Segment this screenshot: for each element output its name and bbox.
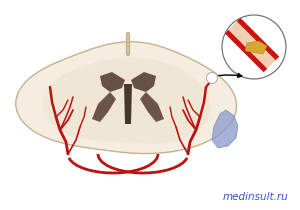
Polygon shape <box>225 18 279 72</box>
Text: medinsult.ru: medinsult.ru <box>222 192 288 202</box>
Polygon shape <box>100 72 125 92</box>
Polygon shape <box>212 110 238 148</box>
Polygon shape <box>225 30 267 72</box>
Polygon shape <box>92 92 116 122</box>
Polygon shape <box>43 58 211 144</box>
Circle shape <box>222 15 286 79</box>
Polygon shape <box>140 92 164 122</box>
Polygon shape <box>245 41 267 54</box>
Polygon shape <box>237 18 279 60</box>
Polygon shape <box>16 42 236 154</box>
Polygon shape <box>124 84 132 124</box>
Polygon shape <box>131 72 156 92</box>
Circle shape <box>206 72 218 84</box>
